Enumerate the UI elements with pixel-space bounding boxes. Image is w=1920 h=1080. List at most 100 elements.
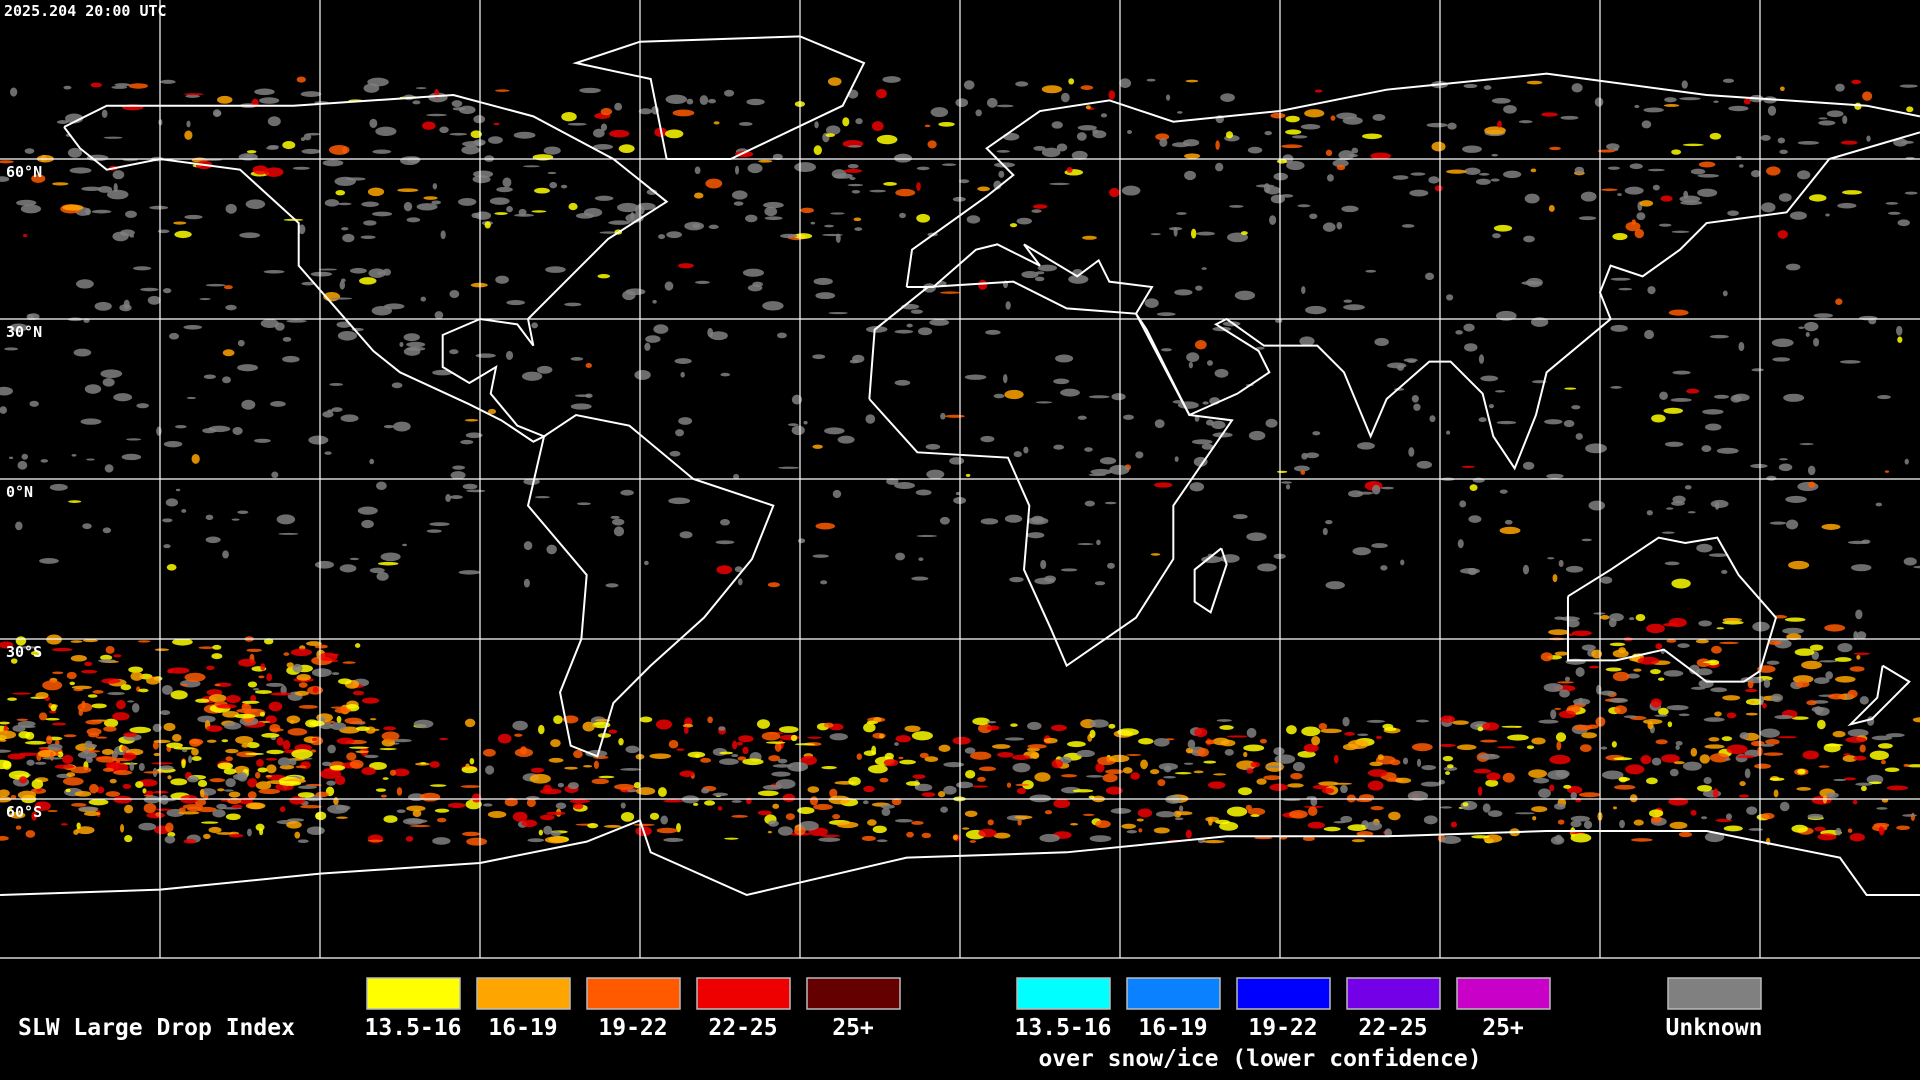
cloud-speckle xyxy=(891,798,902,806)
cloud-speckle xyxy=(1153,482,1173,488)
cloud-speckle xyxy=(915,489,932,496)
cloud-speckle xyxy=(423,196,438,200)
cloud-speckle xyxy=(31,811,38,821)
cloud-speckle xyxy=(1629,794,1638,803)
cloud-speckle xyxy=(1856,631,1867,640)
cloud-speckle xyxy=(289,796,306,805)
cloud-speckle xyxy=(1051,121,1063,129)
cloud-speckle xyxy=(1012,754,1031,760)
cloud-speckle xyxy=(0,789,10,798)
cloud-speckle xyxy=(1480,375,1499,382)
cloud-speckle xyxy=(45,717,60,721)
cloud-speckle xyxy=(824,224,834,228)
cloud-speckle xyxy=(1270,194,1285,204)
cloud-speckle xyxy=(1597,149,1616,153)
cloud-speckle xyxy=(222,550,229,559)
cloud-speckle xyxy=(1290,772,1303,780)
cloud-speckle xyxy=(434,311,444,320)
cloud-speckle xyxy=(1637,656,1660,665)
cloud-speckle xyxy=(1709,753,1730,763)
cloud-speckle xyxy=(1146,78,1156,82)
cloud-speckle xyxy=(1780,86,1785,92)
cloud-speckle xyxy=(1619,819,1625,829)
cloud-speckle xyxy=(1690,809,1697,816)
cloud-speckle xyxy=(221,739,229,743)
cloud-speckle xyxy=(1726,712,1737,719)
cloud-speckle xyxy=(234,713,256,719)
cloud-speckle xyxy=(1407,359,1417,363)
cloud-speckle xyxy=(1259,738,1267,744)
cloud-speckle xyxy=(1322,222,1336,232)
cloud-speckle xyxy=(168,332,180,340)
cloud-speckle xyxy=(737,756,747,761)
cloud-speckle xyxy=(1043,737,1058,744)
cloud-speckle xyxy=(686,98,694,105)
cloud-speckle xyxy=(101,748,114,756)
cloud-speckle xyxy=(10,658,18,664)
cloud-speckle xyxy=(259,711,265,717)
cloud-speckle xyxy=(1628,617,1635,621)
cloud-speckle xyxy=(1155,811,1176,818)
cloud-speckle xyxy=(164,835,176,844)
cloud-speckle xyxy=(10,794,17,800)
cloud-speckle xyxy=(1108,90,1116,100)
cloud-speckle xyxy=(1276,470,1288,473)
cloud-speckle xyxy=(1778,463,1793,472)
cloud-speckle xyxy=(178,807,186,813)
cloud-speckle xyxy=(132,266,152,271)
cloud-speckle xyxy=(412,809,422,818)
cloud-speckle xyxy=(484,221,491,229)
cloud-speckle xyxy=(1566,786,1583,794)
cloud-speckle xyxy=(471,212,480,219)
cloud-speckle xyxy=(1635,613,1646,622)
cloud-speckle xyxy=(986,725,1000,731)
cloud-speckle xyxy=(175,488,181,492)
cloud-speckle xyxy=(1630,838,1653,842)
cloud-speckle xyxy=(1668,797,1689,806)
cloud-speckle xyxy=(1869,750,1889,761)
cloud-speckle xyxy=(239,232,261,239)
cloud-speckle xyxy=(238,658,256,667)
cloud-speckle xyxy=(1299,336,1315,346)
cloud-speckle xyxy=(1581,732,1598,739)
cloud-speckle xyxy=(938,121,955,127)
cloud-speckle xyxy=(1697,188,1718,198)
cloud-speckle xyxy=(1099,457,1117,465)
cloud-speckle xyxy=(943,761,965,768)
cloud-speckle xyxy=(724,89,735,97)
cloud-speckle xyxy=(60,823,68,826)
cloud-speckle xyxy=(1138,738,1154,745)
cloud-speckle xyxy=(297,792,315,798)
cloud-speckle xyxy=(241,743,249,748)
cloud-speckle xyxy=(1396,364,1404,371)
cloud-speckle xyxy=(336,715,342,723)
cloud-speckle xyxy=(1821,523,1841,530)
cloud-speckle xyxy=(237,510,249,514)
cloud-speckle xyxy=(820,834,840,838)
cloud-speckle xyxy=(1202,401,1209,405)
cloud-speckle xyxy=(163,722,176,732)
cloud-speckle xyxy=(337,678,352,685)
legend-label: 22-25 xyxy=(1358,1015,1427,1041)
cloud-speckle xyxy=(569,799,591,804)
cloud-speckle xyxy=(1738,341,1745,352)
cloud-speckle xyxy=(1325,149,1333,157)
cloud-speckle xyxy=(228,791,241,798)
cloud-speckle xyxy=(203,374,216,380)
cloud-speckle xyxy=(824,427,845,435)
cloud-speckle xyxy=(70,640,83,643)
cloud-speckle xyxy=(649,812,660,820)
cloud-speckle xyxy=(1478,354,1485,364)
cloud-speckle xyxy=(560,184,568,189)
cloud-speckle xyxy=(124,835,133,843)
coastline xyxy=(1566,536,1778,683)
cloud-speckle xyxy=(1596,684,1602,695)
cloud-speckle xyxy=(1409,189,1429,197)
cloud-speckle xyxy=(277,757,291,767)
cloud-speckle xyxy=(1675,744,1680,750)
cloud-speckle xyxy=(67,147,82,158)
cloud-speckle xyxy=(1321,787,1335,794)
cloud-speckle xyxy=(600,108,613,116)
cloud-speckle xyxy=(1843,753,1851,756)
cloud-speckle xyxy=(1860,785,1867,792)
